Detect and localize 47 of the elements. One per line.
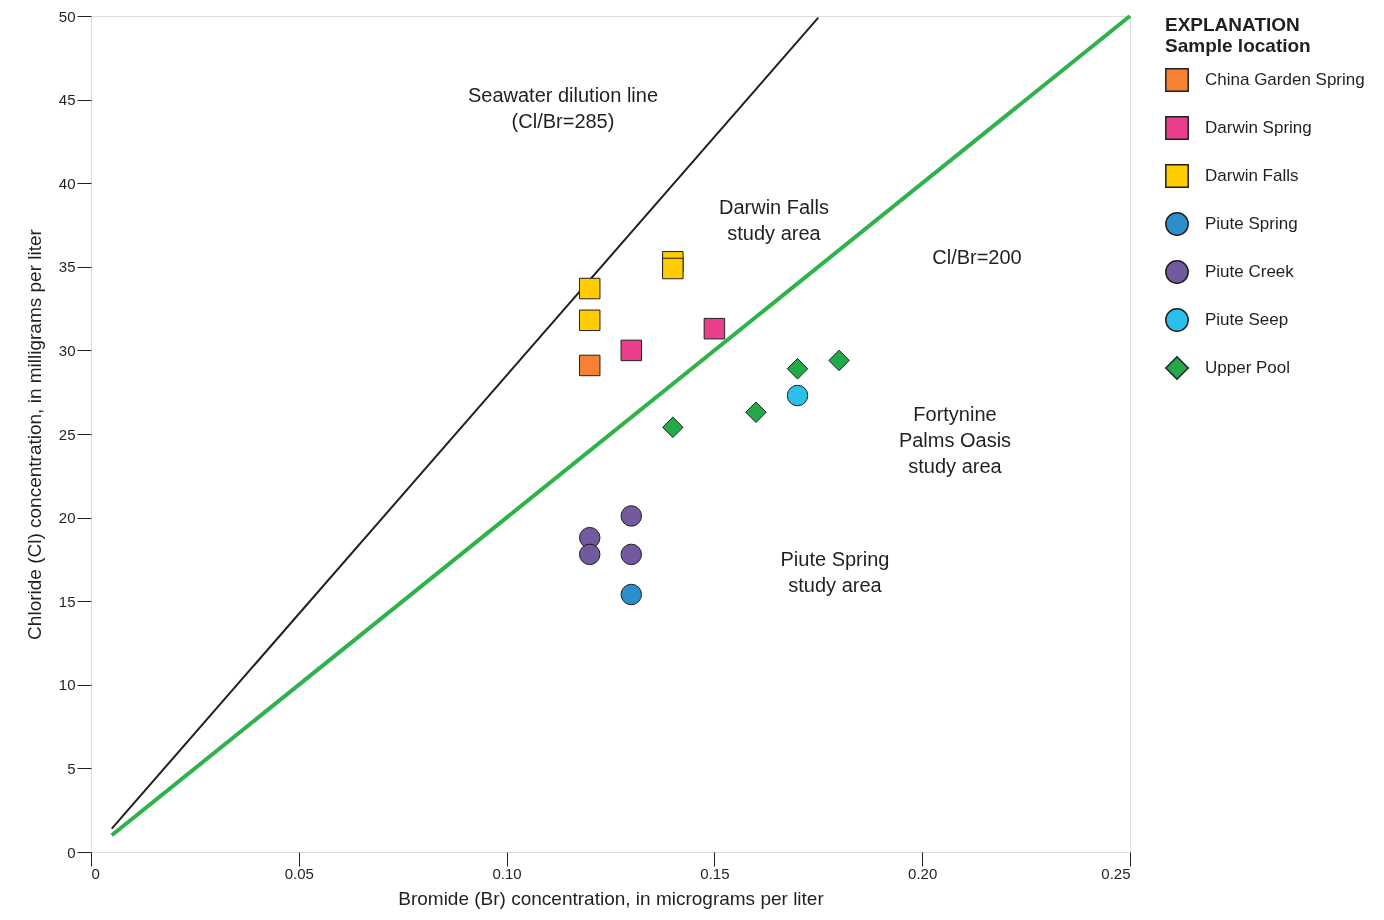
x-tick-label: 0.05 [284,864,314,882]
x-tick-label: 0.15 [700,864,730,882]
legend-label: Piute Seep [1205,310,1289,329]
legend-label: Darwin Spring [1205,118,1312,137]
y-tick-label: 20 [58,509,76,527]
x-tick-label: 0.25 [1101,864,1131,882]
y-tick-label: 35 [58,258,76,276]
x-tick-label: 0 [91,864,100,882]
point [620,505,643,527]
y-tick-label: 30 [58,341,76,359]
y-tick-label: 10 [58,676,76,694]
y-tick-label: 25 [58,425,76,443]
point [786,358,809,380]
point [703,317,726,340]
annotation: Fortynine Palms Oasis study area [898,403,1012,477]
annotation: Piute Spring study area [780,548,890,596]
y-tick-label: 45 [58,91,76,109]
point [662,257,684,280]
x-tick-label: 0.10 [492,864,522,882]
point [745,401,767,424]
y-tick-label: 15 [58,592,76,610]
point [578,309,601,332]
point [786,384,809,407]
point [620,583,643,606]
y-tick-label: 40 [58,174,76,192]
legend-label: China Garden Spring [1205,70,1365,89]
point [662,416,684,439]
point [578,354,601,377]
point [620,339,643,362]
annotation: Seawater dilution line (Cl/Br=285) [467,84,659,132]
legend-label: Piute Creek [1205,262,1295,281]
point [828,349,850,372]
x-axis-title: Bromide (Br) concentration, in micrograms per liter [398,887,825,909]
legend-title: EXPLANATION Sample location [1165,14,1311,56]
point [620,543,643,566]
y-tick-label: 50 [58,7,76,25]
y-tick-label: 5 [67,759,76,777]
legend-label: Upper Pool [1205,358,1291,377]
point [578,277,601,300]
legend-label: Darwin Falls [1205,166,1299,185]
point [578,543,601,566]
y-tick-label: 0 [67,843,76,861]
annotation: Cl/Br=200 [932,246,1022,268]
x-tick-label: 0.20 [908,864,938,882]
y-axis-title: Chloride (Cl) concentration, in milligrams per liter [23,228,45,640]
annotation: Darwin Falls study area [718,196,830,244]
legend-label: Piute Spring [1205,214,1298,233]
